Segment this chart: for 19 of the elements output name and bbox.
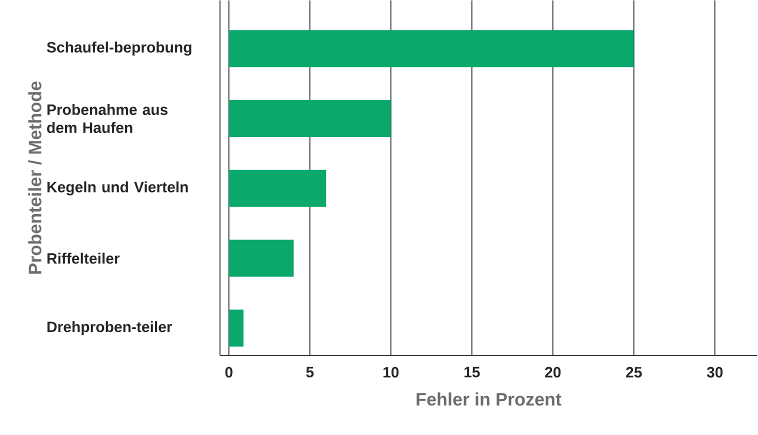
y-tick-label: Kegeln und Vierteln xyxy=(47,181,188,196)
x-tick-label: 10 xyxy=(384,366,399,378)
bar xyxy=(228,240,294,277)
x-axis-title: Fehler in Prozent xyxy=(416,392,562,406)
x-tick-label: 5 xyxy=(306,366,314,378)
x-tick-label: 25 xyxy=(626,366,642,378)
bar xyxy=(228,170,326,207)
x-tick-label: 15 xyxy=(464,366,480,378)
y-tick-label: Drehproben-teiler xyxy=(47,320,172,335)
x-tick-label: 0 xyxy=(225,366,232,378)
y-tick-label: Probenahme aus dem Haufen xyxy=(47,104,168,133)
bar xyxy=(228,309,244,346)
y-axis-title: Probenteiler / Methode xyxy=(28,81,42,274)
x-tick-label: 20 xyxy=(545,366,561,378)
bar xyxy=(228,30,634,67)
y-tick-label: Schaufel-beprobung xyxy=(46,41,192,56)
y-tick-label: Riffelteiler xyxy=(47,252,120,264)
bar xyxy=(228,100,391,137)
x-tick-label: 30 xyxy=(706,366,723,378)
